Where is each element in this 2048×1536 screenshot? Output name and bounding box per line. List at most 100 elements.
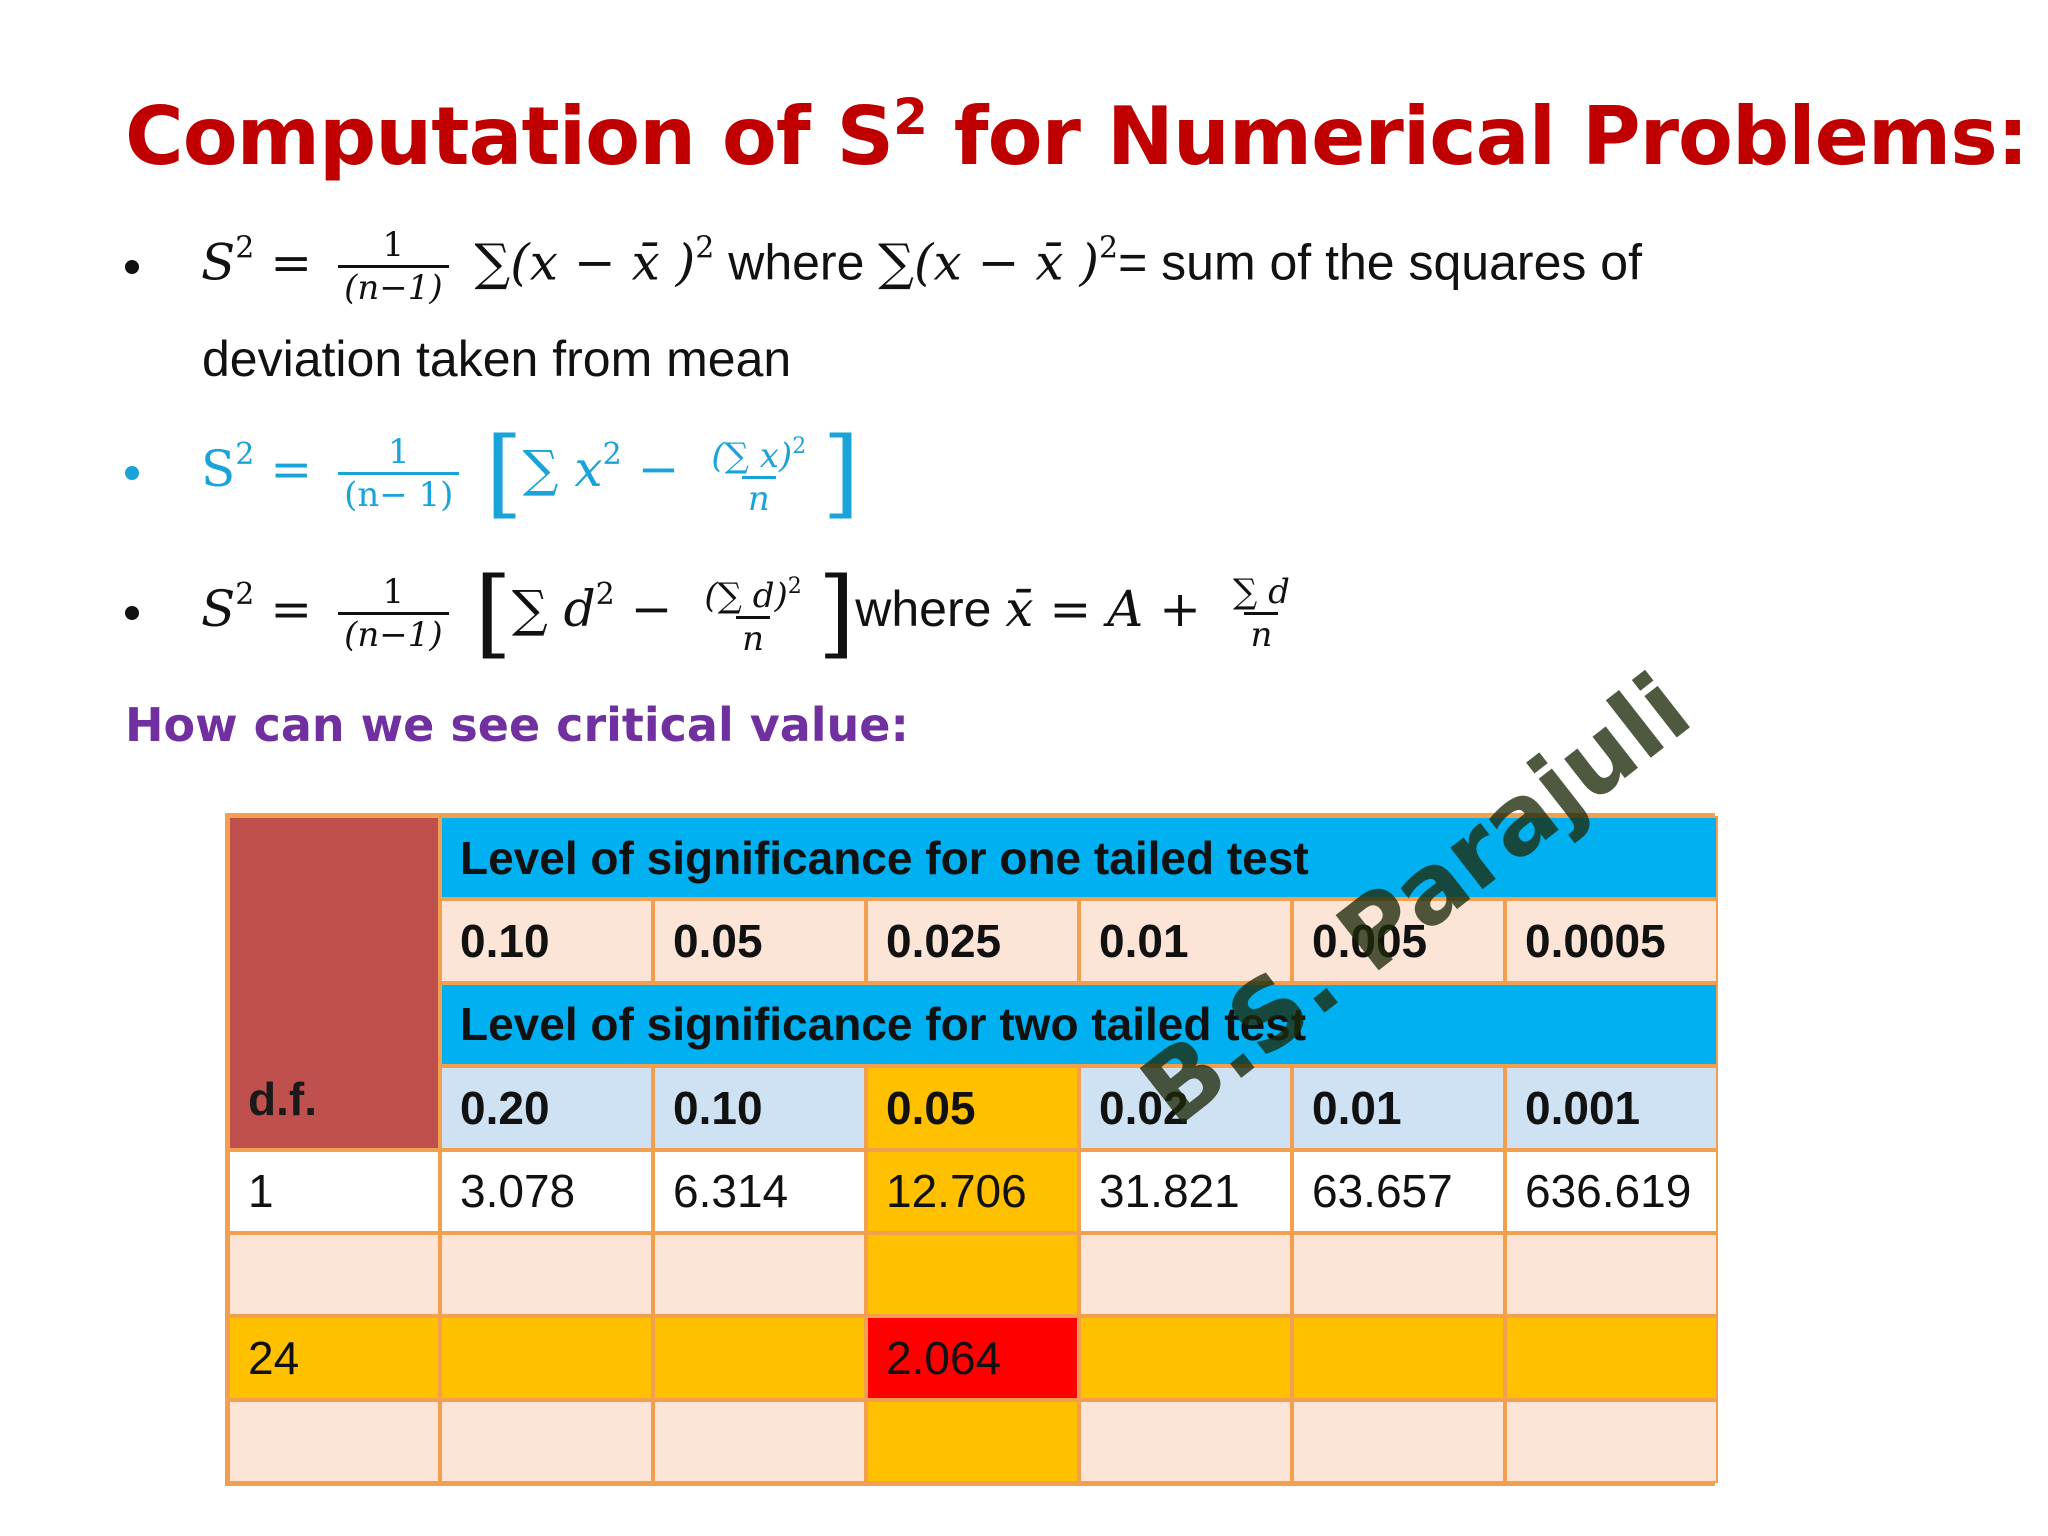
one-tailed-level: 0.025 [866, 899, 1079, 983]
one-tailed-level: 0.05 [653, 899, 866, 983]
table-cell [1292, 1232, 1505, 1317]
formula-1-continuation: deviation taken from mean [202, 331, 792, 387]
formula-3-sum-term-exp: 2 [595, 577, 615, 612]
table-row-df [228, 1232, 440, 1317]
bullet-dot-icon [125, 606, 139, 620]
formula-3-frac-den: (n−1) [338, 611, 449, 655]
formula-3-where: where [855, 581, 1006, 637]
formula-3-lhs: S [201, 580, 236, 638]
table-cell [866, 1232, 1079, 1317]
formula-3-mean-num: ∑ d [1232, 571, 1290, 612]
table-cell [1292, 1399, 1505, 1483]
table-cell [1292, 1316, 1505, 1400]
table-cell [440, 1399, 653, 1483]
table-cell: 12.706 [866, 1149, 1079, 1233]
formula-1-sum2: ∑(x − x̄ ) [878, 233, 1099, 292]
formula-1-explanation: = sum of the squares of [1118, 234, 1642, 291]
formula-1-eq: = [270, 233, 313, 292]
bullet-dot-icon [125, 466, 139, 480]
two-tailed-level: 0.20 [440, 1066, 653, 1150]
formula-1-lhs: S [201, 233, 236, 292]
formula-2-minus: − [637, 440, 680, 498]
formula-3-bracket-close: ] [817, 557, 856, 669]
formula-2-lhs: S [201, 440, 236, 498]
table-row-df [228, 1399, 440, 1483]
two-tailed-level-selected: 0.05 [866, 1066, 1079, 1150]
formula-2-bracket-close: ] [822, 417, 860, 529]
table-cell: 636.619 [1505, 1149, 1718, 1233]
table-row-df: 1 [228, 1149, 440, 1233]
df-header-cell: d.f. [228, 816, 440, 1150]
critical-value-heading: How can we see critical value: [125, 698, 909, 752]
table-cell [1079, 1316, 1292, 1400]
formula-3-mean-fraction: ∑ d n [1227, 572, 1296, 655]
table-cell [653, 1399, 866, 1483]
formula-3: S2 = 1 (n−1) [∑ d2 − (∑ d)2 n ]where x̄ … [201, 565, 1306, 661]
one-tailed-level: 0.0005 [1505, 899, 1718, 983]
two-tailed-header: Level of significance for two tailed tes… [440, 982, 1718, 1067]
formula-1-where: where [714, 234, 879, 291]
formula-1-fraction: 1 (n−1) [338, 225, 449, 308]
table-cell [1505, 1232, 1718, 1317]
t-distribution-table: d.f. Level of significance for one taile… [225, 813, 1718, 1486]
formula-2-eq: = [270, 440, 313, 498]
table-cell: 3.078 [440, 1149, 653, 1233]
formula-3-mean-expr: x̄ = A + [1005, 580, 1202, 638]
one-tailed-header: Level of significance for one tailed tes… [440, 816, 1718, 900]
formula-3-bracket-open: [ [474, 557, 512, 669]
table-cell [1505, 1316, 1718, 1400]
formula-1-sum: ∑(x − x̄ ) [474, 233, 696, 292]
table-cell [653, 1232, 866, 1317]
table-cell [1079, 1232, 1292, 1317]
table-cell [1505, 1399, 1718, 1483]
formula-2-sum-term: ∑ x [522, 440, 603, 498]
formula-3-minus: − [630, 580, 673, 638]
formula-2-inner-den: n [741, 476, 776, 519]
formula-2: S2 = 1 (n− 1) [∑ x2 − (∑ x)2 n ] [201, 425, 860, 521]
bullet-dot-icon [125, 259, 139, 274]
title-suffix: for Numerical Problems: [926, 90, 2029, 183]
table-cell [866, 1399, 1079, 1483]
two-tailed-level: 0.01 [1292, 1066, 1505, 1150]
formula-1-lhs-exp: 2 [235, 230, 255, 266]
table-row-df: 24 [228, 1316, 440, 1400]
table-cell [1079, 1399, 1292, 1483]
formula-1-frac-num: 1 [382, 225, 405, 265]
formula-3-inner-fraction: (∑ d)2 n [698, 567, 807, 659]
formula-2-inner-num-exp: 2 [792, 434, 807, 459]
formula-1-frac-den: (n−1) [338, 265, 449, 308]
two-tailed-level: 0.10 [653, 1066, 866, 1150]
formula-bullet-1: S2 = 1 (n−1) ∑(x − x̄ )2 where ∑(x − x̄ … [125, 225, 1642, 308]
formula-3-sum-term: ∑ d [511, 580, 596, 638]
formula-2-frac-den: (n− 1) [338, 471, 460, 515]
formula-2-inner-fraction: (∑ x)2 n [705, 427, 812, 519]
formula-1-sum-exp: 2 [695, 230, 715, 266]
formula-3-lhs-exp: 2 [235, 577, 255, 612]
formula-2-inner-num: (∑ x) [711, 436, 793, 476]
formula-2-frac-num: 1 [387, 431, 410, 472]
formula-3-fraction: 1 (n−1) [338, 572, 449, 655]
critical-value-cell: 2.064 [866, 1316, 1079, 1400]
formula-3-inner-den: n [736, 616, 771, 659]
table-cell: 6.314 [653, 1149, 866, 1233]
formula-1-sum2-exp: 2 [1098, 230, 1119, 266]
two-tailed-level: 0.02 [1079, 1066, 1292, 1150]
table-cell: 63.657 [1292, 1149, 1505, 1233]
title-superscript: 2 [893, 88, 928, 146]
two-tailed-level: 0.001 [1505, 1066, 1718, 1150]
formula-1: S2 = 1 (n−1) ∑(x − x̄ )2 where ∑(x − x̄ … [201, 225, 1642, 308]
formula-bullet-2: S2 = 1 (n− 1) [∑ x2 − (∑ x)2 n ] [125, 425, 860, 521]
formula-3-frac-num: 1 [382, 571, 405, 612]
title-prefix: Computation of S [125, 90, 894, 183]
slide-title: Computation of S2 for Numerical Problems… [125, 88, 2029, 183]
table-cell [440, 1316, 653, 1400]
formula-2-sum-term-exp: 2 [602, 437, 622, 472]
formula-3-mean-den: n [1244, 611, 1279, 655]
table-cell [653, 1316, 866, 1400]
formula-2-lhs-exp: 2 [235, 437, 255, 472]
table-cell [440, 1232, 653, 1317]
formula-2-bracket-open: [ [485, 417, 523, 529]
one-tailed-level: 0.005 [1292, 899, 1505, 983]
formula-3-inner-num-exp: 2 [787, 574, 802, 599]
